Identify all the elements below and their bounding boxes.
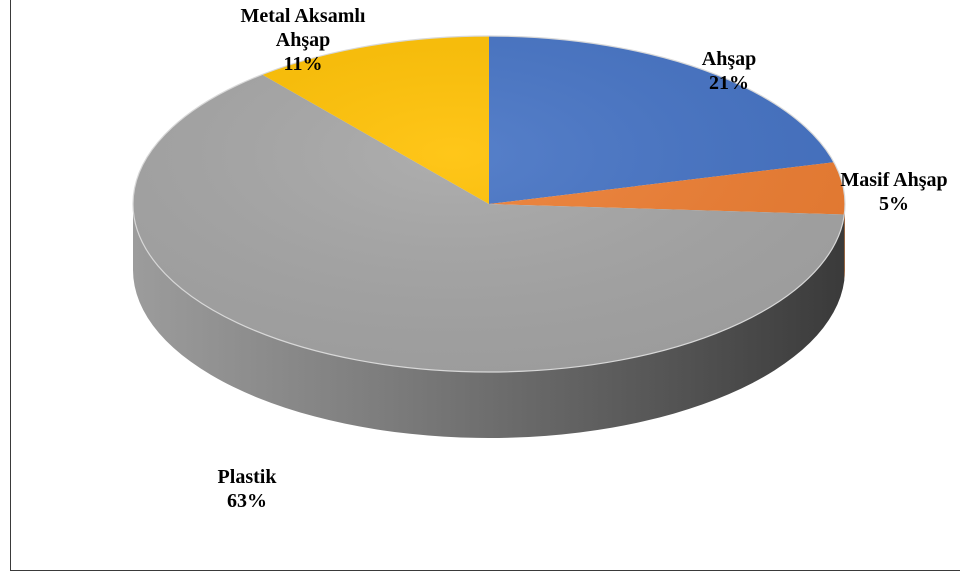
pie-side-plastik bbox=[133, 204, 845, 438]
data-label-percent: 11% bbox=[284, 53, 323, 75]
slices-layer bbox=[132, 35, 846, 438]
pie-side-masif-ahsap bbox=[844, 204, 845, 281]
data-label-category: Plastik bbox=[218, 466, 278, 488]
data-label-category: Masif Ahşap bbox=[840, 169, 947, 191]
data-label-percent: 21% bbox=[709, 72, 749, 94]
data-label-category: Ahşap bbox=[702, 48, 756, 70]
data-label-category: Metal Aksamlı Ahşap bbox=[241, 5, 366, 51]
data-label-percent: 5% bbox=[879, 193, 909, 215]
data-label-percent: 63% bbox=[227, 490, 267, 512]
pie-top-rim bbox=[132, 35, 846, 373]
chart-frame: Ahşap 21% Masif Ahşap 5% Plastik 63% Metal Aks… bbox=[10, 0, 960, 571]
